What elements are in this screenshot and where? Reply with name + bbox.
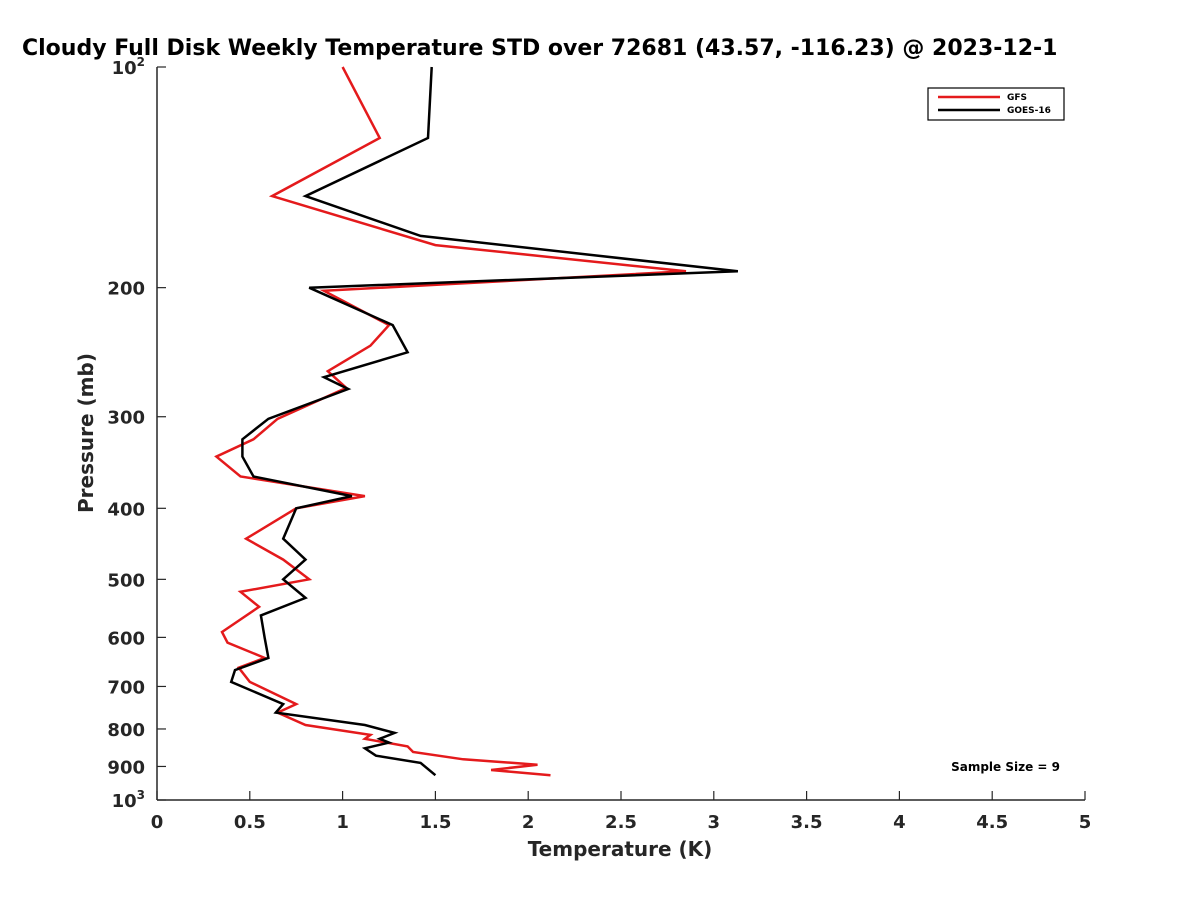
y-tick-label: 900	[107, 757, 145, 778]
legend-label-goes16: GOES-16	[1007, 106, 1051, 116]
x-tick-label: 0	[151, 812, 164, 833]
x-tick-label: 5	[1079, 812, 1092, 833]
y-tick-label: 102	[112, 55, 145, 79]
x-tick-label: 4.5	[976, 812, 1008, 833]
y-tick-label: 200	[107, 279, 145, 300]
x-tick-label: 2.5	[605, 812, 637, 833]
y-axis-label: Pressure (mb)	[74, 353, 98, 513]
x-tick-label: 2	[522, 812, 535, 833]
y-tick-label: 300	[107, 408, 145, 429]
x-tick-label: 1.5	[419, 812, 451, 833]
sample-size-annotation: Sample Size = 9	[951, 760, 1060, 774]
y-tick-label: 400	[107, 499, 145, 520]
y-tick-label: 600	[107, 628, 145, 649]
series-layer	[214, 66, 739, 777]
series-line-goes16	[229, 66, 739, 777]
legend-box	[927, 87, 1065, 121]
y-tick-label: 700	[107, 677, 145, 698]
series-line-gfs	[214, 66, 687, 777]
x-tick-label: 3.5	[791, 812, 823, 833]
legend-label-gfs: GFS	[1007, 93, 1027, 103]
chart-title: Cloudy Full Disk Weekly Temperature STD …	[22, 36, 1057, 61]
legend: GFS GOES-16	[927, 87, 1065, 121]
axes	[156, 66, 1086, 801]
tick-labels: 0 0.5 1 1.5 2 2.5 3 3.5 4 4.5 5 102 200 300 400 500 600 7…	[107, 55, 1091, 833]
x-tick-label: 4	[893, 812, 906, 833]
x-tick-label: 3	[708, 812, 721, 833]
x-axis-label: Temperature (K)	[528, 837, 713, 861]
y-tick-label: 800	[107, 720, 145, 741]
y-tick-label: 103	[112, 788, 145, 812]
y-tick-label: 500	[107, 570, 145, 591]
x-tick-label: 0.5	[234, 812, 266, 833]
x-tick-label: 1	[336, 812, 349, 833]
